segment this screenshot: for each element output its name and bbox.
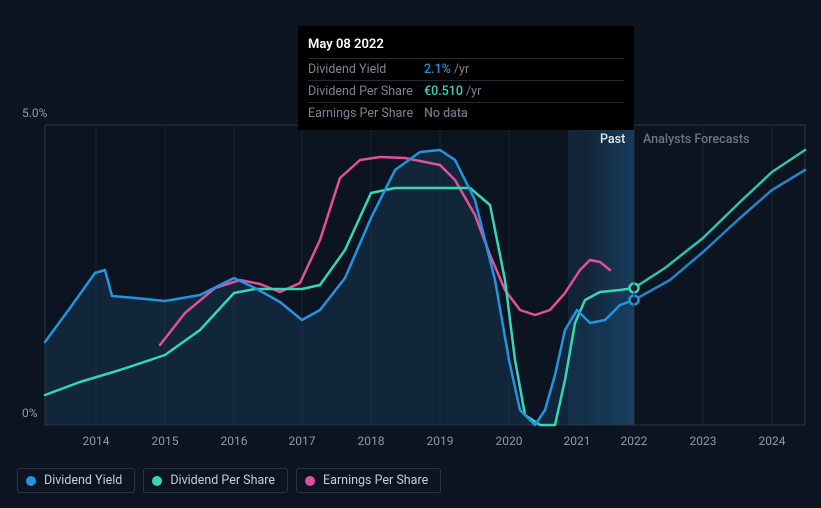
region-label-past: Past <box>600 132 625 147</box>
legend-item-dividend-yield[interactable]: Dividend Yield <box>17 468 135 493</box>
tooltip-value: 2.1% <box>424 62 451 77</box>
x-tick-label: 2021 <box>564 434 591 448</box>
legend-dot <box>305 476 315 486</box>
tooltip-unit: /yr <box>454 62 469 77</box>
x-tick-label: 2024 <box>759 434 786 448</box>
x-tick-label: 2017 <box>289 434 316 448</box>
legend-label: Dividend Per Share <box>170 473 275 488</box>
x-tick-label: 2018 <box>358 434 385 448</box>
tooltip-row: Dividend Yield2.1%/yr <box>308 58 624 80</box>
chart-container: May 08 2022 Dividend Yield2.1%/yrDividen… <box>0 0 821 508</box>
legend-item-dividend-per-share[interactable]: Dividend Per Share <box>143 468 288 493</box>
legend-dot <box>26 476 36 486</box>
tooltip: May 08 2022 Dividend Yield2.1%/yrDividen… <box>298 26 634 130</box>
x-tick-label: 2015 <box>152 434 179 448</box>
tooltip-label: Dividend Per Share <box>308 84 424 99</box>
x-tick-label: 2014 <box>83 434 110 448</box>
legend-label: Earnings Per Share <box>323 473 428 488</box>
x-tick-label: 2016 <box>221 434 248 448</box>
x-tick-label: 2019 <box>427 434 454 448</box>
tooltip-label: Earnings Per Share <box>308 106 424 121</box>
y-tick-label: 0% <box>22 406 38 420</box>
legend-item-earnings-per-share[interactable]: Earnings Per Share <box>296 468 441 493</box>
region-label-forecast: Analysts Forecasts <box>643 132 749 147</box>
legend: Dividend Yield Dividend Per Share Earnings… <box>17 468 441 493</box>
x-tick-label: 2023 <box>690 434 717 448</box>
x-tick-label: 2020 <box>496 434 523 448</box>
tooltip-value: €0.510 <box>424 84 463 99</box>
tooltip-value: No data <box>424 106 468 121</box>
legend-label: Dividend Yield <box>44 473 122 488</box>
tooltip-unit: /yr <box>466 84 481 99</box>
legend-dot <box>152 476 162 486</box>
y-tick-label: 5.0% <box>22 106 47 120</box>
tooltip-row: Earnings Per ShareNo data <box>308 102 624 124</box>
tooltip-row: Dividend Per Share€0.510/yr <box>308 80 624 102</box>
tooltip-label: Dividend Yield <box>308 62 424 77</box>
x-tick-label: 2022 <box>621 434 648 448</box>
tooltip-date: May 08 2022 <box>308 34 624 58</box>
